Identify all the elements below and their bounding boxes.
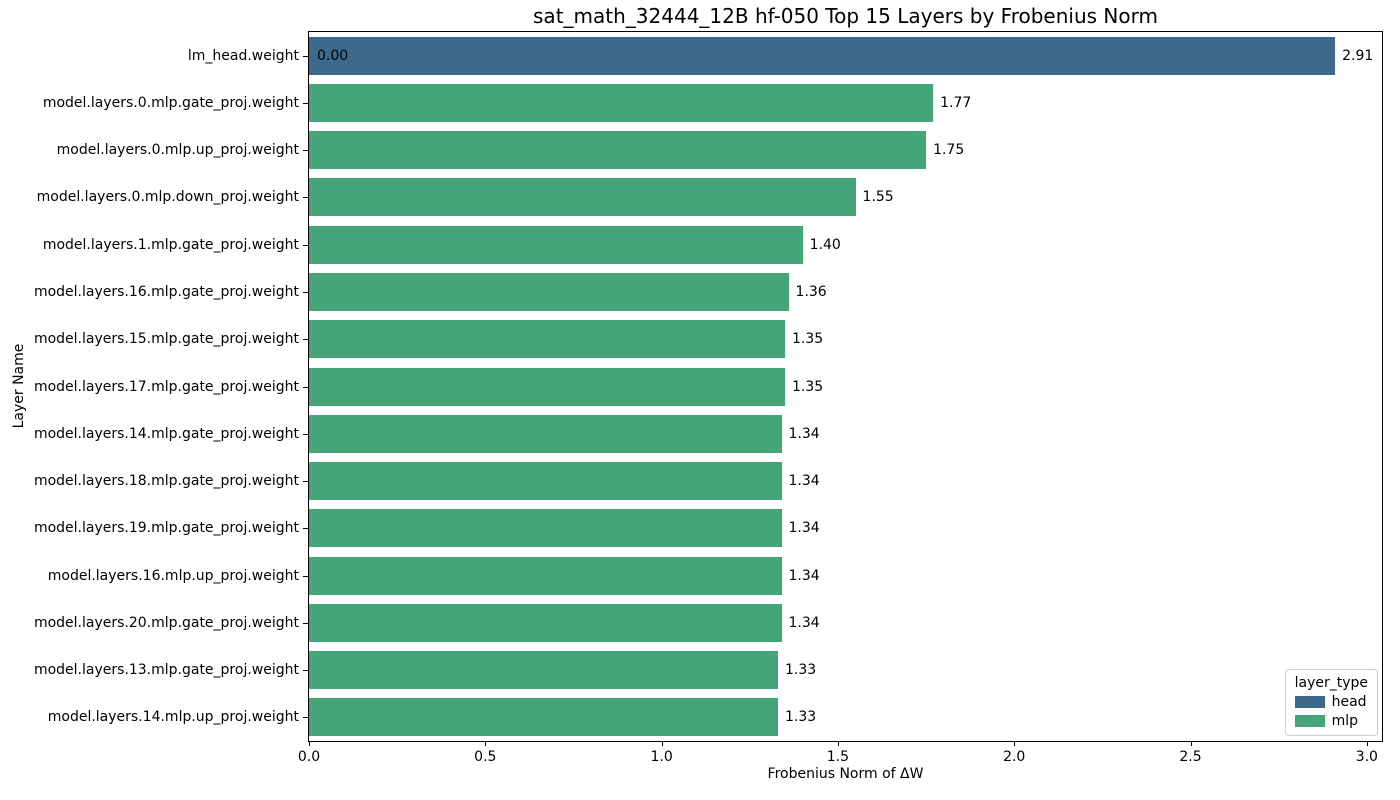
y-tick-label: model.layers.1.mlp.gate_proj.weight [42,236,299,253]
bar [309,178,856,217]
bar-inner-label: 0.00 [317,47,349,64]
y-tick-label: model.layers.18.mlp.gate_proj.weight [33,473,299,490]
x-axis-label: Frobenius Norm of ΔW [767,766,924,782]
bar-value-label: 2.91 [1342,47,1374,64]
y-tick-mark [303,150,308,152]
x-tick-mark [661,742,663,746]
x-tick-mark [1014,742,1016,746]
legend-entry-label: head [1331,694,1367,710]
x-tick-label: 2.0 [1003,749,1026,765]
y-tick-label: model.layers.0.mlp.up_proj.weight [56,142,299,159]
bar-value-label: 1.55 [862,189,894,206]
y-tick-mark [303,55,308,57]
y-tick-mark [303,528,308,530]
bar-value-label: 1.34 [788,614,820,631]
bar [309,651,778,690]
y-tick-mark [303,717,308,719]
bar [309,462,782,501]
bar [309,556,782,595]
bar [309,320,786,359]
y-tick-label: model.layers.0.mlp.gate_proj.weight [42,94,299,111]
bar [309,36,1336,75]
legend-entry-label: mlp [1331,713,1359,729]
y-tick-mark [303,670,308,672]
y-tick-mark [303,244,308,246]
bar [309,367,786,406]
x-tick-mark [485,742,487,746]
bar [309,414,782,453]
x-tick-label: 1.0 [650,749,673,765]
y-tick-label: model.layers.14.mlp.up_proj.weight [47,709,299,726]
x-tick-mark [1366,742,1368,746]
bar-value-label: 1.75 [933,142,965,159]
y-tick-label: lm_head.weight [187,47,299,64]
bar-value-label: 1.33 [784,709,817,726]
bar [309,698,778,737]
bar-value-label: 1.34 [788,567,820,584]
y-tick-label: model.layers.19.mlp.gate_proj.weight [33,520,299,537]
legend: layer_type head mlp [1284,669,1378,736]
x-tick-label: 0.0 [297,749,321,765]
y-tick-label: model.layers.17.mlp.gate_proj.weight [33,378,299,395]
legend-entry: head [1294,694,1368,710]
x-tick-mark [1190,742,1192,746]
y-tick-mark [303,386,308,388]
y-tick-label: model.layers.16.mlp.gate_proj.weight [33,283,299,300]
y-tick-label: model.layers.20.mlp.gate_proj.weight [33,614,299,631]
bar-value-label: 1.34 [788,520,820,537]
x-tick-label: 1.5 [826,749,850,765]
bar [309,603,782,642]
bar [309,509,782,548]
x-tick-label: 3.0 [1355,749,1378,765]
bar-value-label: 1.35 [792,378,824,395]
y-tick-label: model.layers.14.mlp.gate_proj.weight [33,425,299,442]
y-tick-mark [303,102,308,104]
x-tick-mark [309,742,310,746]
y-tick-mark [303,575,308,577]
y-tick-label: model.layers.13.mlp.gate_proj.weight [33,662,299,679]
y-tick-mark [303,433,308,435]
x-tick-label: 2.5 [1179,749,1202,765]
bar-value-label: 1.40 [809,236,841,253]
legend-title: layer_type [1294,675,1368,691]
bar-value-label: 1.33 [784,662,817,679]
bar-value-label: 1.34 [788,473,820,490]
y-tick-label: model.layers.15.mlp.gate_proj.weight [33,331,299,348]
plot-area [308,31,1383,742]
y-tick-mark [303,622,308,624]
y-tick-mark [303,481,308,483]
bar-value-label: 1.36 [795,283,827,300]
bar [309,83,934,122]
legend-swatch-head [1294,696,1325,708]
legend-swatch-mlp [1294,715,1325,727]
bar [309,272,789,311]
bar-value-label: 1.35 [792,331,824,348]
bar [309,131,927,170]
y-tick-mark [303,197,308,199]
x-tick-label: 0.5 [474,749,497,765]
x-tick-mark [837,742,839,746]
bar-value-label: 1.34 [788,425,820,442]
chart-title: sat_math_32444_12B hf-050 Top 15 Layers … [533,4,1158,28]
y-tick-mark [303,291,308,293]
bar [309,225,803,264]
y-tick-label: model.layers.16.mlp.up_proj.weight [47,567,299,584]
bar-value-label: 1.77 [940,94,972,111]
y-tick-label: model.layers.0.mlp.down_proj.weight [36,189,299,206]
legend-entry: mlp [1294,713,1368,729]
y-tick-mark [303,339,308,341]
